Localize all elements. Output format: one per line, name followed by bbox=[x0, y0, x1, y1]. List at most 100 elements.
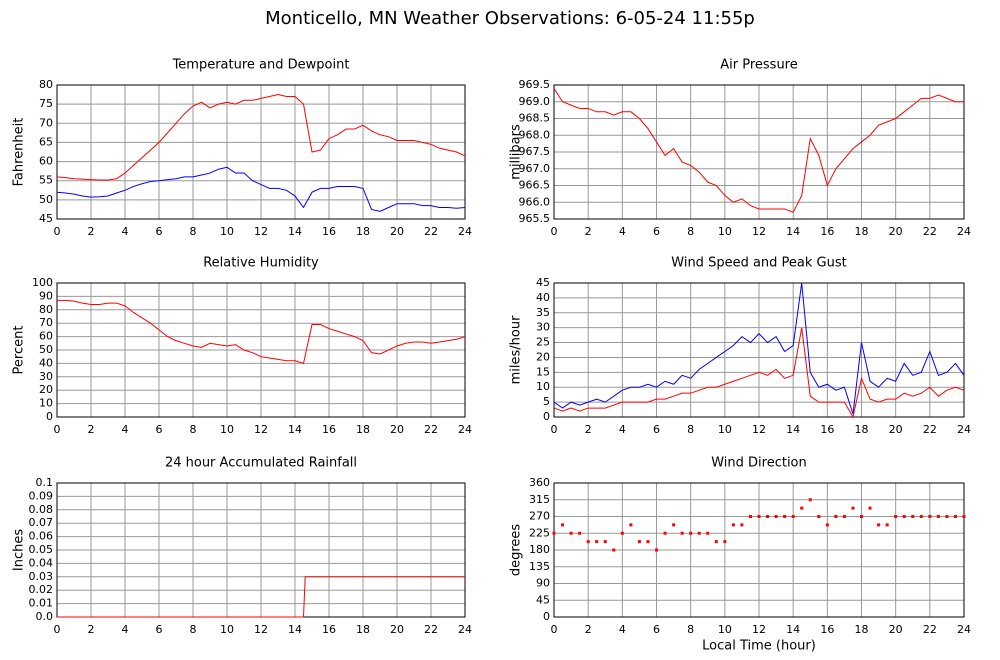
x-tick-label: 0 bbox=[551, 225, 558, 238]
chart-title: Wind Speed and Peak Gust bbox=[671, 256, 846, 271]
chart-title: 24 hour Accumulated Rainfall bbox=[165, 456, 357, 471]
x-tick-label: 16 bbox=[820, 423, 834, 436]
y-tick-label: 0.08 bbox=[29, 503, 54, 516]
data-point bbox=[834, 515, 838, 518]
y-tick-label: 50 bbox=[39, 193, 53, 206]
data-point bbox=[808, 498, 812, 502]
y-tick-label: 65 bbox=[39, 135, 53, 148]
y-tick-label: 966.0 bbox=[519, 195, 551, 208]
x-tick-label: 0 bbox=[54, 623, 61, 636]
data-point bbox=[748, 515, 752, 518]
data-point bbox=[663, 531, 667, 535]
x-tick-label: 16 bbox=[820, 623, 834, 636]
x-tick-label: 20 bbox=[390, 423, 404, 436]
x-tick-label: 14 bbox=[288, 623, 302, 636]
x-tick-label: 16 bbox=[322, 423, 336, 436]
data-point bbox=[902, 515, 906, 518]
y-axis-label: Percent bbox=[12, 326, 27, 375]
x-tick-label: 14 bbox=[786, 623, 800, 636]
x-tick-label: 20 bbox=[889, 423, 903, 436]
y-tick-label: 30 bbox=[39, 370, 53, 383]
y-tick-label: 50 bbox=[39, 343, 53, 356]
y-tick-label: 0.03 bbox=[29, 570, 54, 583]
data-point bbox=[774, 515, 778, 518]
x-tick-label: 10 bbox=[220, 423, 234, 436]
x-tick-label: 24 bbox=[458, 623, 472, 636]
chart-title: Air Pressure bbox=[720, 58, 798, 73]
x-tick-label: 8 bbox=[190, 225, 197, 238]
y-tick-label: 967.5 bbox=[519, 145, 551, 158]
x-tick-label: 22 bbox=[424, 623, 438, 636]
x-tick-label: 18 bbox=[356, 225, 370, 238]
data-point bbox=[629, 523, 633, 527]
x-tick-label: 0 bbox=[551, 423, 558, 436]
y-tick-label: 40 bbox=[39, 356, 53, 369]
y-tick-label: 15 bbox=[536, 365, 550, 378]
x-tick-label: 14 bbox=[786, 225, 800, 238]
y-tick-label: 60 bbox=[39, 155, 53, 168]
plot-frame bbox=[553, 482, 965, 618]
data-point bbox=[766, 515, 770, 518]
x-axis-label: Local Time (hour) bbox=[702, 639, 816, 654]
x-tick-label: 10 bbox=[718, 623, 732, 636]
data-point bbox=[945, 515, 949, 518]
x-tick-label: 10 bbox=[220, 623, 234, 636]
x-tick-label: 12 bbox=[254, 225, 268, 238]
data-point bbox=[646, 540, 650, 544]
x-tick-label: 22 bbox=[923, 423, 937, 436]
data-point bbox=[851, 506, 855, 510]
data-point bbox=[672, 523, 676, 527]
y-axis-label: millibars bbox=[509, 124, 524, 180]
y-tick-label: 45 bbox=[536, 276, 550, 289]
y-tick-label: 10 bbox=[536, 380, 550, 393]
y-tick-label: 80 bbox=[39, 78, 53, 91]
x-tick-label: 12 bbox=[254, 623, 268, 636]
y-tick-label: 969.0 bbox=[519, 95, 551, 108]
y-tick-label: 0.09 bbox=[29, 489, 54, 502]
x-tick-label: 20 bbox=[390, 225, 404, 238]
y-tick-label: 80 bbox=[39, 303, 53, 316]
data-point bbox=[894, 515, 898, 518]
x-tick-label: 2 bbox=[88, 225, 95, 238]
data-point bbox=[578, 531, 582, 535]
data-point bbox=[595, 540, 599, 544]
data-point bbox=[817, 515, 821, 518]
data-line bbox=[57, 576, 465, 618]
x-tick-label: 6 bbox=[653, 623, 660, 636]
x-tick-label: 8 bbox=[190, 623, 197, 636]
x-tick-label: 18 bbox=[855, 423, 869, 436]
y-tick-label: 70 bbox=[39, 316, 53, 329]
data-point bbox=[561, 523, 565, 527]
y-tick-label: 90 bbox=[536, 577, 550, 590]
y-tick-label: 0.04 bbox=[29, 556, 54, 569]
x-tick-label: 6 bbox=[156, 623, 163, 636]
y-tick-label: 180 bbox=[529, 543, 550, 556]
y-tick-label: 0.07 bbox=[29, 516, 54, 529]
plot-frame bbox=[56, 84, 466, 220]
chart-title: Temperature and Dewpoint bbox=[172, 58, 350, 73]
data-point bbox=[586, 540, 590, 544]
y-tick-label: 55 bbox=[39, 174, 53, 187]
y-tick-label: 225 bbox=[529, 526, 550, 539]
x-tick-label: 16 bbox=[322, 225, 336, 238]
y-tick-label: 360 bbox=[529, 476, 550, 489]
x-tick-label: 4 bbox=[619, 623, 626, 636]
y-tick-label: 0.0 bbox=[36, 610, 54, 623]
x-tick-label: 12 bbox=[752, 623, 766, 636]
data-point bbox=[706, 531, 710, 535]
data-point bbox=[962, 515, 966, 518]
x-tick-label: 22 bbox=[923, 623, 937, 636]
y-tick-label: 100 bbox=[32, 276, 53, 289]
x-tick-label: 14 bbox=[288, 423, 302, 436]
data-line bbox=[57, 299, 466, 365]
x-tick-label: 4 bbox=[122, 623, 129, 636]
x-tick-label: 14 bbox=[786, 423, 800, 436]
y-tick-label: 90 bbox=[39, 289, 53, 302]
data-point bbox=[612, 548, 616, 552]
data-point bbox=[680, 531, 684, 535]
x-tick-label: 0 bbox=[551, 623, 558, 636]
x-tick-label: 16 bbox=[820, 225, 834, 238]
x-tick-label: 24 bbox=[458, 423, 472, 436]
y-tick-label: 20 bbox=[39, 383, 53, 396]
x-tick-label: 4 bbox=[122, 225, 129, 238]
